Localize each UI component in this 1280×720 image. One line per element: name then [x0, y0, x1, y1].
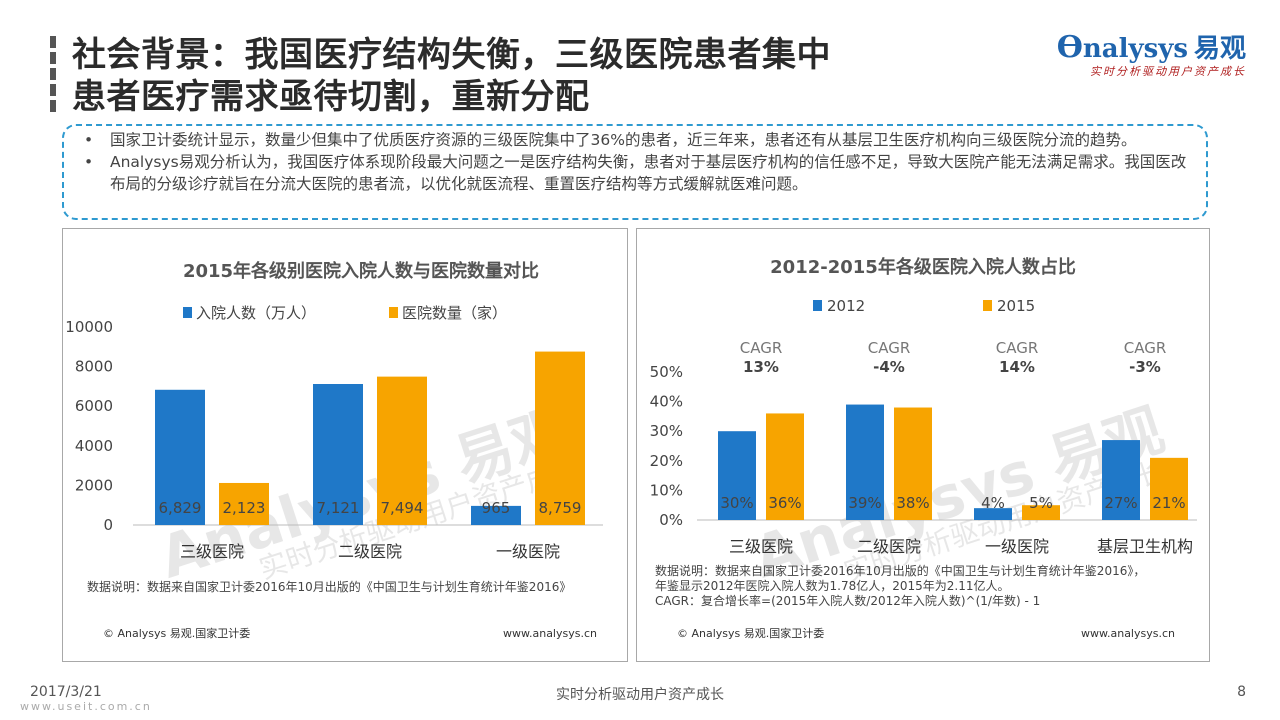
site-url: www.analysys.cn [1081, 627, 1175, 640]
bar-series1 [1102, 440, 1140, 520]
summary-bullet: 国家卫计委统计显示，数量少但集中了优质医疗资源的三级医院集中了36%的患者，近三… [84, 129, 1192, 151]
title-accent-bar [50, 36, 56, 116]
page-title-line1: 社会背景：我国医疗结构失衡，三级医院患者集中 [72, 35, 831, 75]
y-tick-label: 40% [650, 393, 683, 411]
x-tick-label: 三级医院 [180, 542, 244, 561]
bar-series2 [1150, 457, 1188, 520]
logo-text: nalysys [1082, 34, 1188, 64]
chart-title: 2015年各级别医院入院人数与医院数量对比 [183, 260, 539, 282]
bar-value-label: 2,123 [223, 499, 266, 517]
data-note-line1: 数据说明：数据来自国家卫计委2016年10月出版的《中国卫生与计划生育统计年鉴2… [655, 563, 1145, 578]
x-tick-label: 二级医院 [857, 537, 921, 556]
bar-series2 [219, 482, 269, 525]
bar-group: 30% 36% 三级医院 39% 38% 二级医院 4% 5% 一级医院 27% 21% 基层卫生机构 [718, 404, 1193, 556]
bar-value-label: 6,829 [159, 499, 202, 517]
bar-value-label: 38% [896, 494, 929, 512]
x-tick-label: 一级医院 [985, 537, 1049, 556]
y-tick-label: 0 [103, 516, 113, 534]
legend-label-admissions: 入院人数（万人） [196, 304, 316, 322]
bar-value-label: 7,494 [381, 499, 424, 517]
page-number: 8 [1237, 684, 1246, 700]
bar-value-label: 7,121 [317, 499, 360, 517]
x-tick-label: 一级医院 [496, 542, 560, 561]
y-tick-label: 4000 [75, 437, 113, 455]
x-tick-label: 三级医院 [729, 537, 793, 556]
site-url: www.analysys.cn [503, 627, 597, 640]
logo-cn: 易观 [1193, 34, 1246, 64]
bar-value-label: 36% [768, 494, 801, 512]
chart-panel-admission-share: Analysys 易观 实时分析驱动用户资产成长 2012-2015年各级医院入… [636, 228, 1210, 662]
cagr-label: CAGR [996, 339, 1039, 357]
data-note-line3: CAGR：复合增长率=(2015年入院人数/2012年入院人数)^(1/年数) … [655, 593, 1040, 608]
bar-value-label: 27% [1104, 494, 1137, 512]
bar-value-label: 8,759 [539, 499, 582, 517]
cagr-value: -4% [873, 358, 905, 376]
chart-title: 2012-2015年各级医院入院人数占比 [770, 256, 1076, 278]
bar-series2 [1022, 505, 1060, 520]
cagr-label: CAGR [740, 339, 783, 357]
bar-chart-hospital-counts: Analysys 易观 实时分析驱动用户资产成长 2015年各级别医院入院人数与… [65, 260, 603, 640]
y-axis-ticks: 50% 40% 30% 20% 10% 0% [650, 363, 683, 529]
data-note-line2: 年鉴显示2012年医院入院人数为1.78亿人，2015年为2.11亿人。 [655, 578, 1010, 593]
cagr-value: 13% [743, 358, 779, 376]
copyright: © Analysys 易观.国家卫计委 [103, 626, 250, 640]
logo-a-icon: ϴ [1056, 30, 1083, 65]
bar-series1 [471, 505, 521, 525]
footer-watermark-url: www.useit.com.cn [20, 700, 152, 713]
footer-slogan: 实时分析驱动用户资产成长 [556, 687, 724, 703]
bar-series1 [974, 508, 1012, 520]
bar-chart-admission-share: Analysys 易观 实时分析驱动用户资产成长 2012-2015年各级医院入… [650, 256, 1197, 640]
summary-box: 国家卫计委统计显示，数量少但集中了优质医疗资源的三级医院集中了36%的患者，近三… [62, 124, 1208, 220]
legend-label-2012: 2012 [827, 297, 865, 315]
y-tick-label: 20% [650, 452, 683, 470]
footer-date: 2017/3/21 [30, 684, 102, 700]
legend-swatch-2015 [983, 300, 992, 311]
y-axis-ticks: 10000 8000 6000 4000 2000 0 [65, 318, 113, 534]
bar-value-label: 5% [1029, 494, 1053, 512]
page-title: 社会背景：我国医疗结构失衡，三级医院患者集中 患者医疗需求亟待切割，重新分配 [72, 34, 831, 118]
x-tick-label: 基层卫生机构 [1097, 537, 1193, 556]
bar-series2 [894, 407, 932, 520]
bar-series2 [766, 413, 804, 520]
copyright: © Analysys 易观.国家卫计委 [677, 626, 824, 640]
y-tick-label: 2000 [75, 476, 113, 494]
chart-panel-hospital-counts: Analysys 易观 实时分析驱动用户资产成长 2015年各级别医院入院人数与… [62, 228, 628, 662]
bar-series1 [313, 384, 363, 525]
cagr-value: 14% [999, 358, 1035, 376]
y-tick-label: 50% [650, 363, 683, 381]
legend-swatch-2012 [813, 300, 822, 311]
bar-value-label: 21% [1152, 494, 1185, 512]
legend-swatch-hospitals [389, 307, 398, 318]
cagr-label: CAGR [1124, 339, 1167, 357]
y-tick-label: 30% [650, 422, 683, 440]
legend-swatch-admissions [183, 307, 192, 318]
legend-label-hospitals: 医院数量（家） [402, 304, 507, 322]
bar-series1 [718, 431, 756, 520]
bar-group: 6,829 2,123 三级医院 7,121 7,494 二级医院 965 8,759 一级医院 [155, 351, 585, 561]
cagr-label: CAGR [868, 339, 911, 357]
y-tick-label: 6000 [75, 397, 113, 415]
legend-label-2015: 2015 [997, 297, 1035, 315]
bar-value-label: 39% [848, 494, 881, 512]
logo-slogan: 实时分析驱动用户资产成长 [1090, 65, 1246, 78]
data-note: 数据说明：数据来自国家卫计委2016年10月出版的《中国卫生与计划生育统计年鉴2… [87, 579, 571, 594]
y-tick-label: 0% [659, 511, 683, 529]
bar-series1 [155, 389, 205, 525]
cagr-value: -3% [1129, 358, 1161, 376]
watermark: Analysys 易观 实时分析驱动用户资产成长 [152, 395, 585, 591]
bar-series1 [846, 404, 884, 520]
analysys-logo: ϴnalysys 易观 实时分析驱动用户资产成长 [1057, 28, 1246, 79]
page-title-line2: 患者医疗需求亟待切割，重新分配 [72, 77, 590, 117]
bar-value-label: 4% [981, 494, 1005, 512]
bar-series2 [377, 376, 427, 525]
bar-value-label: 30% [720, 494, 753, 512]
bar-series2 [535, 351, 585, 525]
y-tick-label: 8000 [75, 358, 113, 376]
y-tick-label: 10000 [65, 318, 113, 336]
x-tick-label: 二级医院 [338, 542, 402, 561]
y-tick-label: 10% [650, 481, 683, 499]
summary-bullet: Analysys易观分析认为，我国医疗体系现阶段最大问题之一是医疗结构失衡，患者… [84, 151, 1192, 195]
bar-value-label: 965 [482, 499, 511, 517]
